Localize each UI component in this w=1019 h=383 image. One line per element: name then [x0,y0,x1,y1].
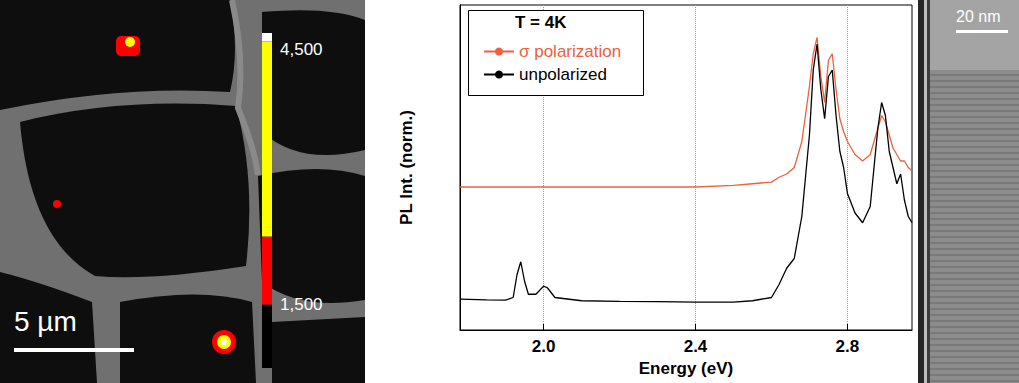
svg-text:unpolarized: unpolarized [519,65,607,84]
svg-text:2.4: 2.4 [684,337,708,356]
svg-text:2.8: 2.8 [836,337,860,356]
svg-text:T = 4K: T = 4K [515,13,567,32]
svg-text:1,500: 1,500 [280,295,323,314]
svg-text:PL Int. (norm.): PL Int. (norm.) [397,110,416,225]
html-text:5 µm: 5 µm [14,306,77,337]
svg-text:σ polarization: σ polarization [519,42,621,61]
svg-text:2.0: 2.0 [532,337,556,356]
svg-text:4,500: 4,500 [280,40,323,59]
svg-text:Energy (eV): Energy (eV) [639,359,733,378]
html-text:20 nm: 20 nm [956,8,1001,25]
